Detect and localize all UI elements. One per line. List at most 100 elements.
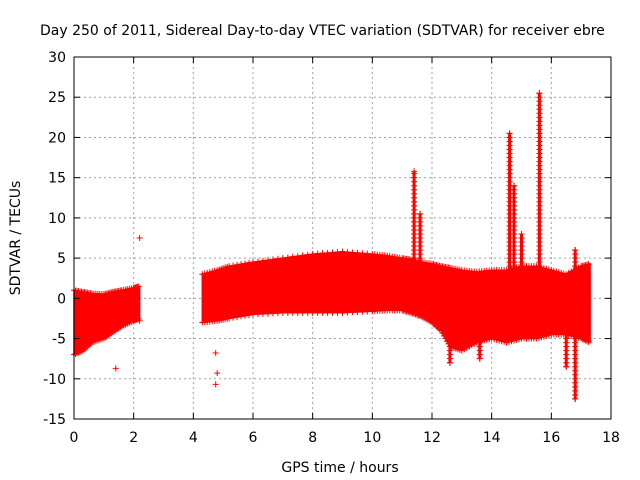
spike-peak-point <box>518 230 525 237</box>
band-edge-point <box>230 262 237 269</box>
spike-peak-point <box>411 168 418 175</box>
band-edge-point <box>411 310 418 317</box>
band-edge-point <box>284 254 291 261</box>
grid <box>74 57 611 419</box>
dip-trough-point <box>446 359 453 366</box>
y-tick-label: -10 <box>43 372 66 388</box>
x-tick-label: 10 <box>363 430 381 446</box>
band-edge-point <box>579 336 586 343</box>
band-edge-point <box>269 256 276 263</box>
band-edge-point <box>430 320 437 327</box>
band-edge-point <box>289 253 296 260</box>
band-edge-point <box>439 330 446 337</box>
outlier-point <box>111 325 118 332</box>
data-series <box>71 90 592 402</box>
x-axis-label: GPS time / hours <box>281 460 398 476</box>
y-tick-label: 10 <box>48 211 66 227</box>
y-tick-label: 30 <box>48 50 66 66</box>
dip-trough-point <box>563 363 570 370</box>
band-edge-point <box>585 261 592 268</box>
band-edge-point <box>84 343 91 350</box>
band-edge-point <box>415 312 422 319</box>
band-edge-point <box>294 253 301 260</box>
band-edge-point <box>117 324 124 331</box>
outlier-point <box>212 350 219 357</box>
y-tick-label: 25 <box>48 90 66 106</box>
band-edge-point <box>436 326 443 333</box>
x-tick-label: 0 <box>70 430 79 446</box>
band-edge-point <box>82 344 89 351</box>
y-tick-label: 15 <box>48 171 66 187</box>
band-edge-point <box>578 335 585 342</box>
band-edge-point <box>274 255 281 262</box>
band-edge-point <box>76 348 83 355</box>
band-edge-point <box>226 315 233 322</box>
band-edge-point <box>437 327 444 334</box>
band-edge-point <box>81 346 88 353</box>
band-edge-point <box>279 255 286 262</box>
band-edge-point <box>304 251 311 258</box>
band-edge-point <box>234 261 241 268</box>
band-edge-point <box>250 259 256 266</box>
band-edge-point <box>431 322 438 329</box>
outlier-point <box>112 365 119 372</box>
band-edge-point <box>234 314 241 321</box>
y-tick-label: 0 <box>57 291 66 307</box>
spike-peak-point <box>511 182 518 189</box>
band-edge-point <box>73 350 80 357</box>
band-edge-point <box>440 332 447 339</box>
band-edge-point <box>409 310 416 317</box>
y-tick-label: 5 <box>57 251 66 267</box>
band-edge-point <box>259 257 266 264</box>
plot-frame <box>73 56 612 420</box>
band-edge-point <box>87 340 94 347</box>
band-edge-point <box>242 260 249 267</box>
spike-peak-point <box>506 130 513 137</box>
band-edge-point <box>582 337 589 344</box>
x-tick-label: 16 <box>542 430 560 446</box>
band-edge-point <box>75 349 82 356</box>
x-tick-label: 12 <box>423 430 441 446</box>
spike-peak-point <box>417 210 424 217</box>
x-tick-label: 8 <box>308 430 317 446</box>
outlier-point <box>212 381 219 388</box>
band-edge-point <box>584 338 591 345</box>
chart-title: Day 250 of 2011, Sidereal Day-to-day VTE… <box>40 23 605 39</box>
band-edge-point <box>414 311 421 318</box>
band-edge-point <box>230 314 237 321</box>
x-tick-label: 6 <box>249 430 258 446</box>
x-tick-label: 18 <box>602 430 620 446</box>
x-tick-label: 2 <box>129 430 138 446</box>
band-edge-point <box>434 324 441 331</box>
band-edge-point <box>242 312 249 319</box>
y-axis-label: SDTVAR / TECUs <box>8 181 24 296</box>
x-tick-label: 4 <box>189 430 198 446</box>
band-edge-point <box>299 252 306 259</box>
x-tick-label: 14 <box>483 430 501 446</box>
dip-trough-point <box>476 355 483 362</box>
outlier-point <box>214 370 221 377</box>
band-edge-point <box>72 350 79 357</box>
spike-peak-point <box>572 247 579 254</box>
y-tick-label: -15 <box>43 412 66 428</box>
y-tick-label: 20 <box>48 130 66 146</box>
band-edge-point <box>79 347 86 354</box>
band-edge-point <box>433 323 440 330</box>
band-edge-point <box>238 261 245 268</box>
band-edge-point <box>246 312 253 319</box>
spike-peak-point <box>536 90 543 97</box>
band-edge-point <box>85 342 92 349</box>
band-edge-point <box>429 319 435 326</box>
dip-trough-point <box>572 395 579 402</box>
band-edge-point <box>238 313 245 320</box>
band-edge-point <box>246 259 253 266</box>
y-tick-label: -5 <box>52 332 66 348</box>
band-edge-point <box>581 336 588 343</box>
band-edge-point <box>585 338 592 345</box>
band-edge-point <box>254 258 261 265</box>
outlier-point <box>136 235 143 241</box>
band-edge-point <box>412 311 419 318</box>
band-edge-point <box>226 263 233 270</box>
band-edge-point <box>135 283 142 290</box>
